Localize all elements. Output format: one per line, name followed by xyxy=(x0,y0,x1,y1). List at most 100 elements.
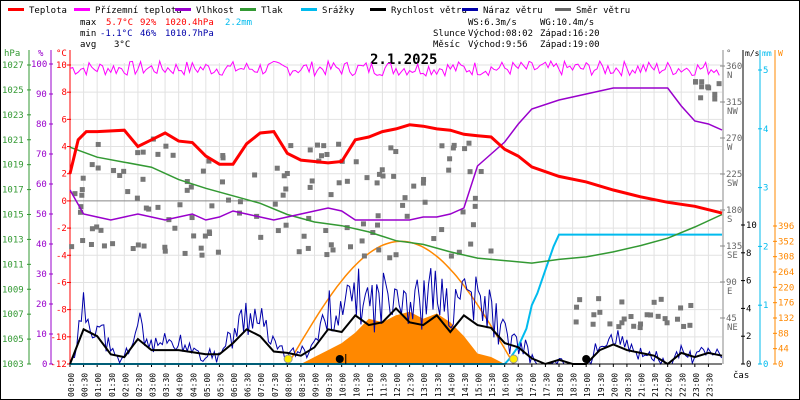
wind-direction-point xyxy=(101,243,107,249)
tick-label-hum: 80 xyxy=(36,120,47,130)
stat-min-temp: -1.1°C xyxy=(100,29,133,39)
tick-label-temp: 0 xyxy=(62,197,67,207)
wind-direction-point xyxy=(170,152,176,158)
chart-title: 2.1.2025 xyxy=(370,52,437,68)
wind-direction-point xyxy=(446,167,452,173)
wind-direction-point xyxy=(280,192,286,198)
tick-label-hum: 30 xyxy=(36,270,47,280)
tick-label-direction: 225 xyxy=(726,170,742,180)
wind-direction-point xyxy=(422,199,428,205)
tick-label-time: 16:00 xyxy=(502,373,511,397)
legend-label-3: Tlak xyxy=(261,6,283,16)
wind-direction-point xyxy=(94,224,100,230)
wind-direction-point xyxy=(200,168,206,174)
tick-label-compass: SW xyxy=(727,179,738,189)
tick-label-hpa: 1005 xyxy=(2,335,24,345)
ground-temperature-line xyxy=(69,59,720,78)
wind-direction-point xyxy=(219,179,225,185)
wind-direction-point xyxy=(431,236,437,242)
temperature-line xyxy=(68,123,723,215)
wind-direction-point xyxy=(644,312,650,318)
tick-label-time: 06:30 xyxy=(244,373,253,397)
tick-label-rain: 2 xyxy=(763,242,768,252)
sun-label: Slunce xyxy=(433,29,466,39)
tick-label-hum: 0 xyxy=(42,360,47,370)
wind-direction-point xyxy=(591,312,597,318)
tick-label-compass: S xyxy=(727,215,732,225)
tick-label-time: 15:30 xyxy=(488,373,497,397)
wind-direction-point xyxy=(288,143,294,149)
wind-direction-point xyxy=(206,158,212,164)
wind-direction-point xyxy=(272,201,278,207)
wind-direction-point xyxy=(402,195,408,201)
wind-direction-point xyxy=(172,225,178,231)
legend-swatch xyxy=(8,8,24,11)
tick-label-temp: -12 xyxy=(51,360,67,370)
tick-label-time: 06:00 xyxy=(230,373,239,397)
wind-direction-point xyxy=(387,255,393,261)
wind-direction-point xyxy=(379,167,385,173)
tick-label-time: 23:30 xyxy=(705,373,714,397)
tick-label-temp: -10 xyxy=(51,333,67,343)
wind-direction-point xyxy=(188,184,194,190)
legend-label-7: Směr větru xyxy=(576,6,630,16)
tick-label-hpa: 1015 xyxy=(2,211,24,221)
wind-direction-point xyxy=(69,244,75,250)
wind-direction-point xyxy=(393,252,399,258)
wind-direction-point xyxy=(621,316,627,322)
tick-label-solar: 132 xyxy=(778,314,794,324)
tick-label-time: 18:30 xyxy=(570,373,579,397)
moonset-text: Západ:19:00 xyxy=(540,40,600,50)
tick-label-time: 01:30 xyxy=(108,373,117,397)
tick-label-solar: 396 xyxy=(778,222,794,232)
axis-unit-solar: W xyxy=(778,49,783,58)
wind-direction-point xyxy=(155,204,161,210)
tick-label-solar: 176 xyxy=(778,299,794,309)
wind-direction-point xyxy=(353,159,359,165)
x-axis-label: čas xyxy=(733,370,749,381)
wind-direction-point xyxy=(674,316,680,322)
wind-direction-point xyxy=(336,141,342,147)
tick-label-time: 12:30 xyxy=(407,373,416,397)
tick-label-time: 18:00 xyxy=(556,373,565,397)
tick-label-hum: 60 xyxy=(36,180,47,190)
tick-label-time: 15:00 xyxy=(475,373,484,397)
wind-direction-point xyxy=(607,321,613,327)
wind-direction-point xyxy=(628,314,634,320)
wind-direction-point xyxy=(258,234,264,240)
wind-direction-point xyxy=(143,205,149,211)
tick-label-time: 19:30 xyxy=(597,373,606,397)
wind-direction-point xyxy=(162,248,168,254)
wind-direction-point xyxy=(283,222,289,228)
tick-label-time: 00:30 xyxy=(81,373,90,397)
wind-direction-point xyxy=(95,165,101,171)
wind-direction-point xyxy=(78,204,84,210)
tick-label-time: 10:30 xyxy=(352,373,361,397)
wind-direction-point xyxy=(275,228,281,234)
wind-direction-point xyxy=(191,233,197,239)
tick-label-compass: E xyxy=(727,287,732,297)
tick-label-time: 22:30 xyxy=(678,373,687,397)
tick-label-time: 01:00 xyxy=(94,373,103,397)
legend-swatch xyxy=(555,8,571,11)
wind-direction-point xyxy=(296,249,302,255)
tick-label-solar: 308 xyxy=(778,253,794,263)
wind-direction-point xyxy=(712,96,718,102)
tick-label-rain: 5 xyxy=(763,66,768,76)
tick-label-solar: 352 xyxy=(778,237,794,247)
moonrise-marker xyxy=(335,355,344,363)
tick-label-time: 13:00 xyxy=(420,373,429,397)
tick-label-temp: -2 xyxy=(56,224,67,234)
tick-label-wind: 6 xyxy=(746,277,751,287)
wind-direction-point xyxy=(658,296,664,302)
moonset-marker xyxy=(582,355,591,363)
tick-label-hum: 50 xyxy=(36,210,47,220)
axis-unit-direction: ° xyxy=(726,49,731,59)
tick-label-rain: 3 xyxy=(763,184,768,194)
stat-max-temp: 5.7°C xyxy=(106,18,133,28)
tick-label-time: 00:00 xyxy=(67,373,76,397)
wind-direction-point xyxy=(130,246,136,252)
tick-label-rain: 1 xyxy=(763,301,768,311)
wind-direction-point xyxy=(411,183,417,189)
tick-label-rain: 0 xyxy=(763,360,768,370)
